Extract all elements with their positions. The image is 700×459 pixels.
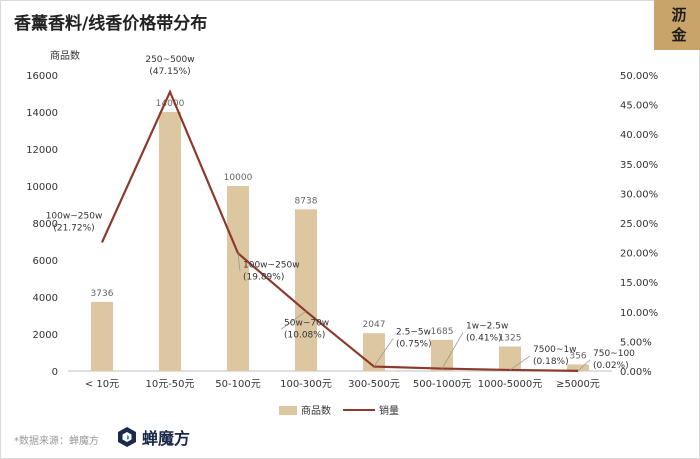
annotation-range-label: 1w~2.5w: [466, 322, 508, 332]
brand-mark-icon: [118, 427, 136, 447]
bar-value-label: 2047: [363, 320, 386, 330]
annotation-percent-label: (0.41%): [466, 334, 502, 344]
bar-value-label: 1685: [431, 327, 454, 337]
y-right-tick-label: 15.00%: [620, 278, 658, 289]
x-tick-label: 50-100元: [215, 379, 260, 390]
y-left-tick-label: 12000: [26, 145, 58, 156]
y-right-tick-label: 35.00%: [620, 160, 658, 171]
annotation-range-label: 2.5~5w: [396, 328, 431, 338]
y-right-tick-label: 45.00%: [620, 101, 658, 112]
x-tick-label: 10元-50元: [145, 379, 194, 390]
y-right-tick-label: 10.00%: [620, 308, 658, 319]
y-right-tick-label: 20.00%: [620, 249, 658, 260]
annotation-range-label: 7500~1w: [533, 345, 577, 355]
annotation-percent-label: (0.75%): [396, 340, 432, 350]
annotation-percent-label: (21.72%): [53, 223, 94, 233]
y-left-tick-label: 2000: [33, 330, 58, 341]
bar-value-labels: 3736 14000 10000 8738 2047 1685 1325 356: [91, 99, 587, 361]
bar: [227, 186, 249, 371]
y-right-tick-label: 30.00%: [620, 189, 658, 200]
y-left-tick-label: 4000: [33, 293, 58, 304]
y-right-tick-label: 5.00%: [620, 337, 652, 348]
brand-badge-logo: 沥 金: [654, 0, 700, 50]
x-axis-ticks: < 10元 10元-50元 50-100元 100-300元 300-500元 500-1…: [85, 379, 600, 390]
badge-background: [654, 0, 700, 50]
y-axis-left-label: 商品数: [50, 49, 80, 62]
annotation-leader: [441, 332, 464, 369]
brand-logo: 蝉魔方: [116, 426, 190, 448]
annotation-range-label: 100w~250w: [46, 211, 103, 221]
brand-name: 蝉魔方: [142, 429, 191, 448]
legend-label-bar: 商品数: [301, 404, 331, 417]
bar: [91, 301, 113, 371]
bar: [295, 209, 317, 371]
badge-char-1: 沥: [671, 6, 687, 24]
legend: 商品数 销量: [279, 404, 399, 417]
y-right-tick-label: 50.00%: [620, 71, 658, 82]
x-tick-label: < 10元: [85, 379, 119, 390]
y-right-tick-label: 0.00%: [620, 367, 652, 378]
chart-title: 香薰香料/线香价格带分布: [14, 14, 208, 34]
sales-line: [100, 89, 579, 372]
bar-value-label: 356: [569, 351, 586, 361]
bar-value-label: 14000: [156, 99, 185, 109]
x-tick-label: 300-500元: [348, 379, 400, 390]
bar-value-label: 3736: [91, 289, 114, 299]
annotation-leader: [280, 311, 307, 330]
y-left-tick-label: 6000: [33, 256, 58, 267]
y-axis-left-ticks: 0 2000 4000 6000 8000 10000 12000 14000 16000: [26, 71, 58, 378]
annotation-percent-label: (19.89%): [243, 272, 284, 282]
line-annotations: 100w~250w (21.72%) 250~500w (47.15%) 100w~25…: [46, 55, 635, 372]
bar-value-label: 1325: [499, 333, 522, 343]
y-right-tick-label: 40.00%: [620, 130, 658, 141]
bar-value-label: 10000: [224, 173, 253, 183]
legend-swatch-bar: [279, 406, 297, 415]
annotation-leader: [509, 355, 531, 371]
bar: [499, 346, 521, 371]
x-tick-label: 100-300元: [280, 379, 332, 390]
bar-series-product-count: [91, 112, 589, 371]
annotation-leader: [577, 359, 591, 372]
y-left-tick-label: 14000: [26, 108, 58, 119]
data-source-note: *数据来源：蝉魔方: [14, 436, 99, 447]
y-axis-right-ticks: 0.00% 5.00% 10.00% 15.00% 20.00% 25.00% 30.00%…: [620, 71, 658, 378]
y-left-tick-label: 8000: [33, 219, 58, 230]
annotation-range-label: 250~500w: [145, 55, 194, 65]
y-left-tick-label: 10000: [26, 182, 58, 193]
annotation-leader: [237, 253, 241, 272]
x-tick-label: 1000-5000元: [478, 379, 543, 390]
x-tick-label: 500-1000元: [413, 379, 471, 390]
y-left-tick-label: 0: [52, 367, 58, 378]
annotation-range-label: 50w~70w: [284, 318, 329, 328]
bar: [567, 364, 589, 371]
annotation-range-label: 750~100: [593, 349, 635, 359]
bar: [159, 112, 181, 371]
x-tick-label: ≥5000元: [556, 379, 600, 390]
y-left-tick-label: 16000: [26, 71, 58, 82]
badge-char-2: 金: [671, 26, 687, 44]
line-series-sales: [100, 89, 579, 372]
annotation-percent-label: (0.02%): [593, 361, 629, 371]
annotation-percent-label: (0.18%): [533, 357, 569, 367]
legend-label-line: 销量: [379, 404, 399, 417]
annotation-leader: [373, 338, 394, 367]
annotation-range-label: 100w~250w: [243, 260, 300, 270]
bar: [431, 339, 453, 371]
bar-value-label: 8738: [295, 196, 318, 206]
y-right-tick-label: 25.00%: [620, 219, 658, 230]
annotation-percent-label: (47.15%): [149, 67, 190, 77]
annotation-percent-label: (10.08%): [284, 330, 325, 340]
